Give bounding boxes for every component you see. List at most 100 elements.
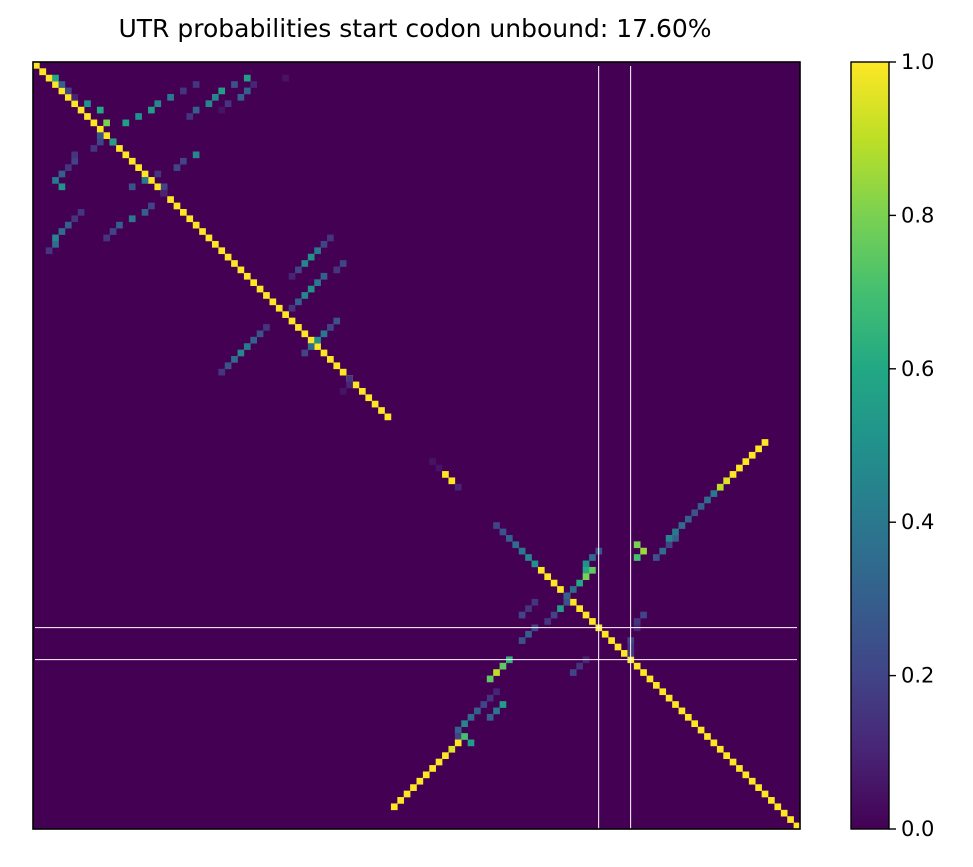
heatmap-cell — [486, 713, 494, 721]
heatmap-cell — [128, 215, 136, 223]
heatmap-cell — [96, 106, 104, 114]
heatmap-cell — [180, 209, 187, 216]
heatmap-cell — [339, 387, 347, 395]
heatmap-cell — [84, 113, 91, 120]
heatmap-cell — [135, 164, 142, 171]
heatmap-cell — [723, 477, 730, 485]
heatmap-cell — [640, 547, 647, 555]
heatmap-frame — [32, 61, 801, 830]
heatmap-cell — [416, 777, 424, 785]
heatmap-cell — [192, 81, 200, 88]
heatmap-cell — [467, 713, 475, 721]
heatmap-cell — [109, 228, 117, 235]
colorbar-tick-label: 0.4 — [901, 510, 934, 534]
colorbar: 0.0 0.2 0.4 0.6 0.8 1.0 — [850, 50, 934, 841]
heatmap-cell — [333, 362, 341, 370]
heatmap-cell — [774, 803, 782, 811]
heatmap-cell — [512, 541, 520, 549]
heatmap-cell — [505, 534, 513, 542]
heatmap-cell — [275, 304, 283, 312]
heatmap-cell — [723, 752, 730, 759]
heatmap-cell — [550, 611, 558, 619]
heatmap-cell — [557, 605, 564, 612]
heatmap-cell — [148, 202, 155, 210]
heatmap-cell — [148, 177, 155, 184]
heatmap-cell — [678, 522, 686, 529]
heatmap-cell — [320, 330, 328, 338]
heatmap-cell — [761, 790, 769, 798]
heatmap-cell — [691, 509, 699, 517]
heatmap-cells — [33, 62, 801, 830]
heatmap-cell — [652, 681, 660, 689]
heatmap-cell — [365, 394, 373, 402]
heatmap-cell — [231, 356, 238, 363]
heatmap-cell — [601, 630, 609, 638]
heatmap-cell — [211, 240, 219, 248]
heatmap-cell — [589, 618, 596, 625]
heatmap-cell — [250, 336, 258, 344]
heatmap-cell — [768, 797, 775, 804]
heatmap-cell — [493, 707, 500, 715]
heatmap-cell — [633, 554, 641, 561]
heatmap-cell — [327, 356, 334, 363]
heatmap-cell — [58, 170, 66, 178]
heatmap-cell — [729, 758, 737, 766]
heatmap-cell — [474, 707, 481, 715]
heatmap-cell — [295, 324, 302, 331]
heatmap-cell — [237, 93, 245, 101]
heatmap-cell — [77, 106, 85, 114]
heatmap-cell — [224, 100, 232, 108]
heatmap-cell — [103, 119, 110, 127]
heatmap-cell — [307, 336, 315, 344]
heatmap-cell — [288, 317, 296, 325]
heatmap-cell — [211, 93, 219, 101]
heatmap-cell — [231, 81, 238, 88]
heatmap-cell — [116, 145, 123, 152]
heatmap-cell — [608, 637, 615, 644]
heatmap-cell — [58, 81, 66, 88]
heatmap-cell — [218, 247, 226, 255]
colorbar-tick-label: 0.2 — [901, 664, 934, 688]
heatmap-cell — [307, 343, 315, 350]
heatmap-cell — [435, 464, 443, 472]
heatmap-cell — [448, 745, 456, 753]
heatmap-cell — [243, 272, 251, 280]
heatmap-cell — [442, 752, 449, 759]
heatmap-cell — [154, 100, 162, 108]
heatmap-cell — [544, 573, 552, 581]
heatmap-cell — [64, 164, 72, 171]
heatmap-cell — [96, 125, 104, 133]
heatmap-cell — [563, 598, 571, 606]
heatmap-cell — [231, 260, 238, 267]
heatmap-cell — [499, 528, 507, 536]
heatmap-cell — [748, 777, 756, 785]
heatmap-cell — [71, 157, 79, 165]
heatmap-cell — [499, 662, 507, 670]
heatmap-cell — [684, 713, 692, 721]
heatmap-cell — [339, 368, 347, 376]
heatmap-cell — [256, 285, 264, 293]
heatmap-cell — [64, 221, 72, 229]
heatmap-cell — [250, 81, 258, 88]
heatmap-cell — [736, 464, 743, 472]
heatmap-cell — [582, 560, 590, 568]
heatmap-cell — [640, 669, 647, 676]
heatmap-cell — [314, 343, 321, 350]
heatmap-cell — [39, 68, 47, 76]
heatmap-cell — [454, 733, 462, 740]
heatmap-cell — [493, 522, 500, 529]
heatmap-cell — [614, 643, 622, 651]
heatmap-cell — [90, 145, 98, 152]
heatmap-cell — [454, 483, 462, 491]
heatmap-cell — [186, 113, 194, 120]
heatmap-cell — [237, 349, 245, 357]
heatmap-cell — [384, 413, 392, 421]
heatmap-cell — [582, 611, 590, 619]
heatmap-cell — [301, 292, 309, 299]
heatmap-cell — [122, 151, 130, 159]
heatmap-cell — [704, 496, 711, 504]
heatmap-cell — [518, 611, 526, 619]
heatmap-cell — [180, 87, 187, 95]
colorbar-tick-label: 1.0 — [901, 50, 934, 74]
